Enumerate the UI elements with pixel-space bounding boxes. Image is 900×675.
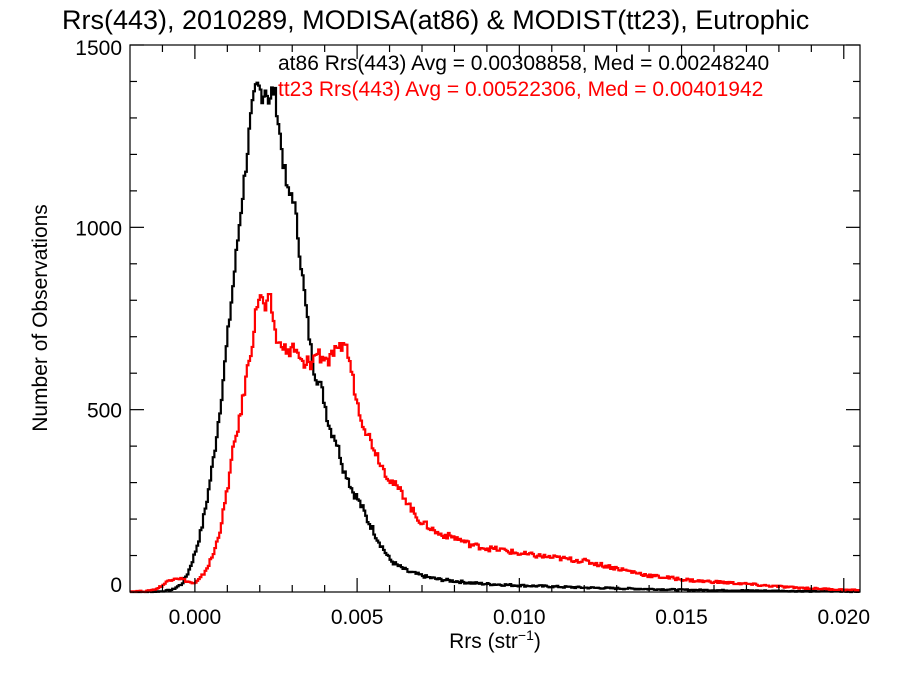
x-axis-label-superscript: −1 bbox=[518, 627, 534, 643]
legend-entry-at86: at86 Rrs(443) Avg = 0.00308858, Med = 0.… bbox=[278, 52, 769, 75]
legend-entry-tt23: tt23 Rrs(443) Avg = 0.00522306, Med = 0.… bbox=[278, 78, 763, 101]
x-tick-label: 0.000 bbox=[169, 606, 222, 629]
axis-ticks: 0.000 0.005 0.010 0.015 0.020 0 500 1000 1500 bbox=[75, 37, 870, 629]
series-layer bbox=[130, 81, 860, 594]
x-axis-label-main: Rrs (str bbox=[449, 630, 518, 653]
y-tick-label: 500 bbox=[87, 400, 122, 423]
x-axis-label: Rrs (str−1) bbox=[449, 627, 541, 653]
x-tick-label: 0.010 bbox=[493, 606, 546, 629]
y-axis-label: Number of Observations bbox=[29, 204, 52, 432]
series-line-at86 bbox=[130, 81, 860, 594]
y-tick-label: 0 bbox=[110, 574, 122, 597]
y-tick-label: 1000 bbox=[75, 217, 122, 240]
series-line-tt23 bbox=[130, 293, 860, 593]
plot-frame bbox=[129, 44, 861, 593]
chart-title: Rrs(443), 2010289, MODISA(at86) & MODIST… bbox=[62, 5, 809, 35]
x-tick-label: 0.005 bbox=[331, 606, 384, 629]
x-tick-label: 0.015 bbox=[655, 606, 708, 629]
x-axis-label-close: ) bbox=[534, 630, 541, 653]
x-tick-label: 0.020 bbox=[817, 606, 870, 629]
y-tick-label: 1500 bbox=[75, 37, 122, 60]
